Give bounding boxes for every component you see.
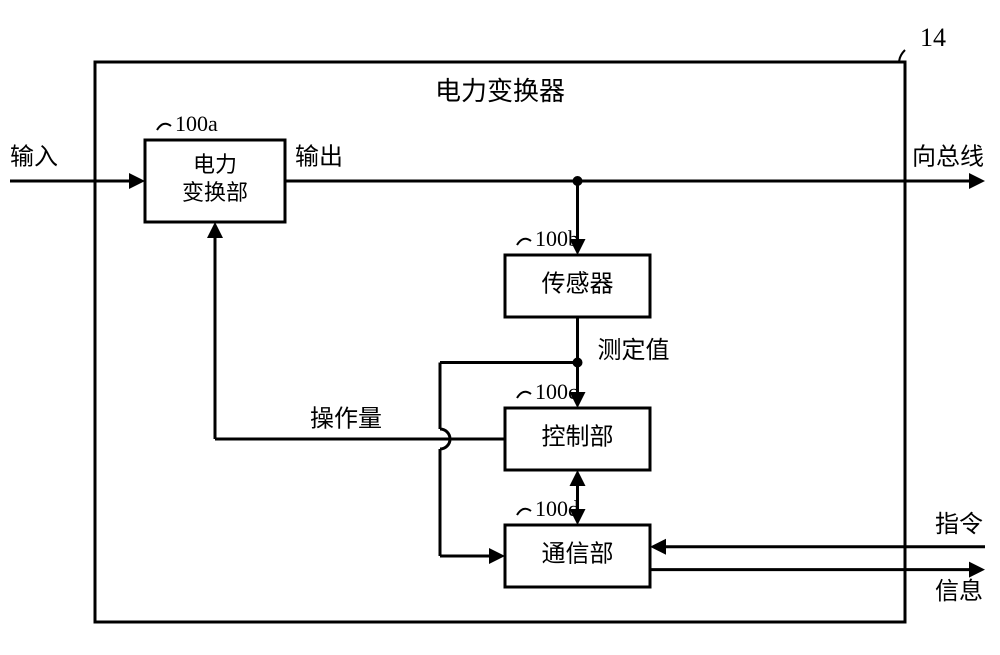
block-b100-ref: 100b [535, 226, 579, 251]
block-a100-label1: 电力 [193, 152, 237, 177]
label-to-bus: 向总线 [912, 144, 984, 171]
block-diagram: 14 电力变换器电力变换部 100a 传感器 100b 控制部 100c 通信部 100d 输入 输… [0, 0, 1000, 655]
label-cmd: 指令 [935, 511, 983, 538]
block-d100-label: 通信部 [542, 541, 614, 568]
outer-ref: 14 [920, 23, 946, 52]
block-d100-ref: 100d [535, 496, 579, 521]
diagram-title: 电力变换器 [435, 77, 565, 106]
label-op-amt: 操作量 [310, 406, 382, 433]
block-c100-label: 控制部 [542, 424, 614, 451]
block-a100-label2: 变换部 [182, 180, 248, 205]
label-measure: 测定值 [598, 337, 670, 364]
label-info: 信息 [935, 578, 983, 605]
block-b100-label: 传感器 [542, 271, 614, 298]
block-c100-ref: 100c [535, 379, 578, 404]
block-a100-ref: 100a [175, 111, 218, 136]
label-input: 输入 [10, 144, 58, 171]
label-output: 输出 [295, 144, 343, 171]
